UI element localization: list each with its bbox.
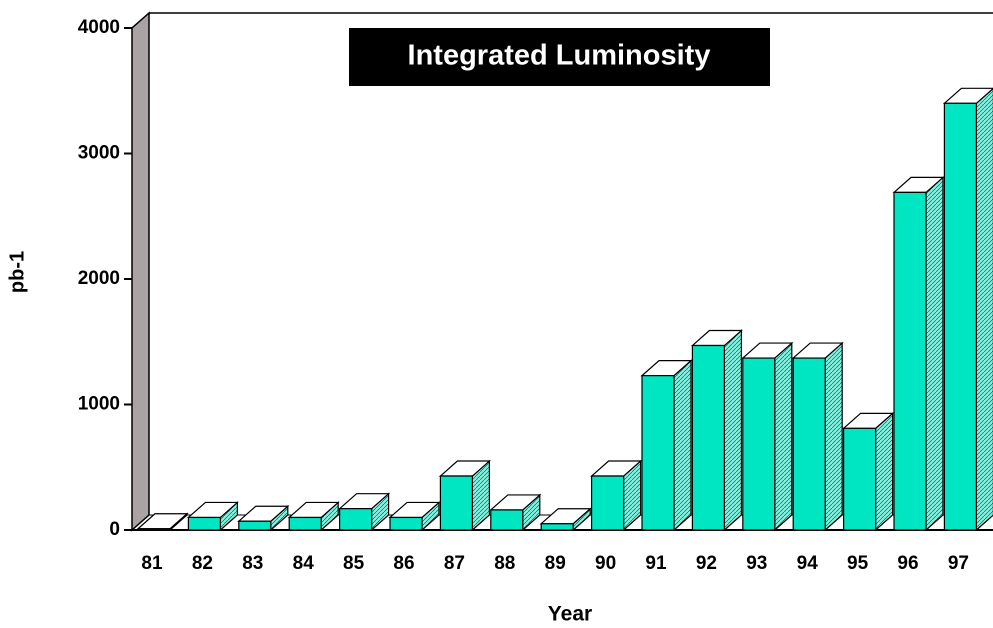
x-tick-label: 85 <box>343 553 365 574</box>
bar-front <box>389 516 423 531</box>
bar-front <box>288 516 322 531</box>
bar <box>892 176 945 532</box>
x-tick-label: 90 <box>595 553 616 574</box>
bar <box>287 501 340 532</box>
y-tick-label: 0 <box>109 519 120 540</box>
bar <box>539 507 592 532</box>
bar-front <box>792 357 826 531</box>
bar <box>489 493 542 532</box>
x-tick-label: 97 <box>948 553 969 574</box>
x-tick-label: 91 <box>645 553 667 574</box>
bar-side <box>874 412 894 532</box>
x-tick-label: 93 <box>746 553 767 574</box>
x-tick-label: 84 <box>293 553 315 574</box>
bar <box>590 459 643 532</box>
bar <box>136 512 189 532</box>
x-tick-label: 82 <box>192 553 213 574</box>
bar-front <box>137 528 171 531</box>
bar-front <box>691 344 726 531</box>
y-tick-label: 3000 <box>78 143 120 164</box>
bar-side <box>824 341 843 532</box>
bar <box>338 492 391 532</box>
bar-front <box>187 516 221 531</box>
bar-side <box>673 359 692 532</box>
bar-front <box>238 520 272 531</box>
bar-front <box>590 475 625 531</box>
x-tick-label: 81 <box>141 553 163 574</box>
y-tick-label: 4000 <box>78 17 120 38</box>
bar-side <box>774 341 793 532</box>
y-tick-label: 1000 <box>78 394 120 415</box>
bar <box>842 412 895 532</box>
x-tick-label: 94 <box>797 553 819 574</box>
y-axis-label: pb-1 <box>6 251 28 293</box>
bar-front <box>641 375 675 531</box>
bar <box>388 501 441 532</box>
bar-front <box>742 357 776 531</box>
x-tick-label: 87 <box>444 553 465 574</box>
bar <box>741 341 794 532</box>
y-tick-label: 2000 <box>78 268 120 289</box>
bar-front <box>490 509 524 531</box>
bar <box>640 359 693 532</box>
chart-title: Integrated Luminosity <box>408 40 711 72</box>
x-tick-label: 89 <box>545 553 566 574</box>
bar-front <box>893 191 927 531</box>
x-tick-label: 92 <box>696 553 717 574</box>
x-tick-label: 83 <box>242 553 263 574</box>
bar <box>690 329 743 532</box>
bar-front <box>339 508 373 531</box>
x-tick-label: 86 <box>393 553 414 574</box>
bar <box>438 459 491 532</box>
bar-front <box>540 523 574 531</box>
bar <box>186 501 239 532</box>
bar-side <box>975 87 993 532</box>
bar <box>791 341 844 532</box>
bar-front <box>943 102 978 531</box>
x-tick-label: 96 <box>897 553 918 574</box>
bar <box>942 87 993 532</box>
bar-side <box>723 329 743 532</box>
x-tick-label: 88 <box>494 553 515 574</box>
bar-front <box>439 475 473 531</box>
side-wall <box>131 11 150 532</box>
title-box <box>349 28 770 86</box>
bar-side <box>925 176 944 532</box>
bar <box>237 504 290 532</box>
x-axis-label: Year <box>548 603 592 626</box>
x-tick-label: 95 <box>847 553 869 574</box>
bar-front <box>842 427 877 531</box>
